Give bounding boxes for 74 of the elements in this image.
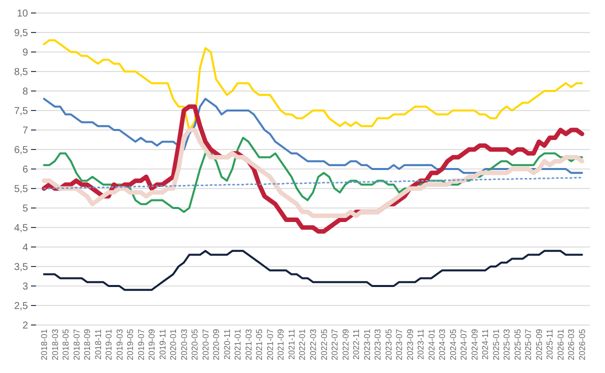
x-tick-label: 2020-07: [200, 328, 210, 360]
x-tick-label: 2024-09: [469, 328, 480, 360]
x-tick-label: 2021-05: [254, 328, 264, 360]
line-series: [43, 250, 583, 291]
x-tick-label: 2022-11: [351, 328, 362, 360]
x-tick-label: 2026-03: [566, 328, 576, 360]
x-tick-label: 2021-03: [243, 328, 254, 360]
y-tick-label: 5,5: [14, 184, 28, 195]
line-series: [43, 98, 583, 174]
y-tick-label: 8,5: [14, 67, 28, 78]
line-series: [43, 39, 583, 131]
x-tick-label: 2023-01: [362, 328, 372, 360]
x-tick-label: 2018-11: [92, 328, 103, 360]
x-tick-label: 2022-01: [297, 328, 308, 360]
x-tick-label: 2018-07: [71, 328, 82, 360]
x-tick-label: 2018-01: [39, 328, 49, 360]
x-tick-label: 2019-01: [104, 328, 114, 360]
x-tick-label: 2023-11: [416, 328, 426, 360]
x-tick-label: 2019-07: [136, 328, 146, 360]
x-tick-label: 2019-05: [125, 328, 136, 360]
y-tick-label: 10: [16, 8, 28, 20]
x-tick-label: 2024-01: [426, 328, 436, 360]
x-tick-label: 2023-09: [404, 328, 415, 360]
x-tick-label: 2023-03: [372, 328, 383, 360]
x-tick-label: 2019-09: [146, 328, 157, 360]
y-tick-label: 4,5: [14, 223, 28, 234]
x-tick-label: 2025-09: [534, 328, 544, 360]
line-series: [42, 128, 584, 218]
y-tick-label: 6: [22, 164, 28, 176]
x-tick-label: 2025-07: [523, 328, 534, 360]
y-tick-label: 7: [22, 126, 28, 136]
x-tick-label: 2018-03: [50, 328, 60, 360]
y-tick-label: 8: [22, 86, 28, 98]
x-tick-label: 2021-11: [286, 328, 296, 360]
x-tick-label: 2021-01: [232, 328, 243, 360]
line-series: [43, 176, 583, 190]
y-tick-label: 3: [22, 282, 28, 292]
x-tick-label: 2025-03: [502, 328, 512, 360]
line-series: [43, 136, 583, 213]
x-tick-label: 2021-07: [264, 328, 275, 360]
x-tick-label: 2021-09: [276, 328, 286, 360]
x-tick-label: 2022-09: [340, 328, 350, 360]
x-tick-label: 2018-09: [82, 328, 92, 360]
x-tick-label: 2020-01: [168, 328, 178, 360]
x-tick-label: 2018-05: [60, 328, 71, 360]
y-tick-label: 9,5: [14, 28, 28, 39]
x-tick-label: 2020-09: [211, 328, 222, 360]
x-tick-label: 2023-07: [394, 328, 404, 360]
x-tick-label: 2020-11: [222, 328, 232, 360]
x-tick-label: 2026-05: [577, 328, 587, 360]
x-tick-label: 2024-05: [448, 328, 458, 360]
y-tick-label: 4: [22, 242, 28, 254]
x-tick-label: 2019-11: [157, 328, 168, 360]
x-tick-label: 2022-07: [330, 328, 340, 360]
x-tick-label: 2024-07: [458, 328, 469, 360]
y-tick-label: 2,5: [14, 301, 28, 312]
x-tick-label: 2025-05: [512, 328, 522, 360]
y-tick-label: 5: [22, 204, 28, 214]
y-tick-label: 2: [22, 320, 28, 332]
x-tick-label: 2024-11: [480, 328, 490, 360]
y-tick-label: 9: [22, 48, 28, 58]
x-tick-label: 2020-03: [178, 328, 189, 360]
y-tick-label: 6,5: [14, 145, 28, 156]
x-tick-label: 2025-01: [490, 328, 501, 360]
y-tick-label: 3,5: [14, 262, 28, 273]
y-tick-label: 7,5: [14, 106, 28, 117]
x-tick-label: 2025-11: [544, 328, 555, 360]
x-tick-label: 2022-03: [308, 328, 318, 360]
x-tick-label: 2026-01: [555, 328, 566, 360]
x-tick-label: 2023-05: [383, 328, 394, 360]
x-tick-label: 2024-03: [437, 328, 448, 360]
x-tick-label: 2020-05: [190, 328, 200, 360]
x-tick-label: 2022-05: [318, 328, 329, 360]
x-tick-label: 2019-03: [114, 328, 124, 360]
